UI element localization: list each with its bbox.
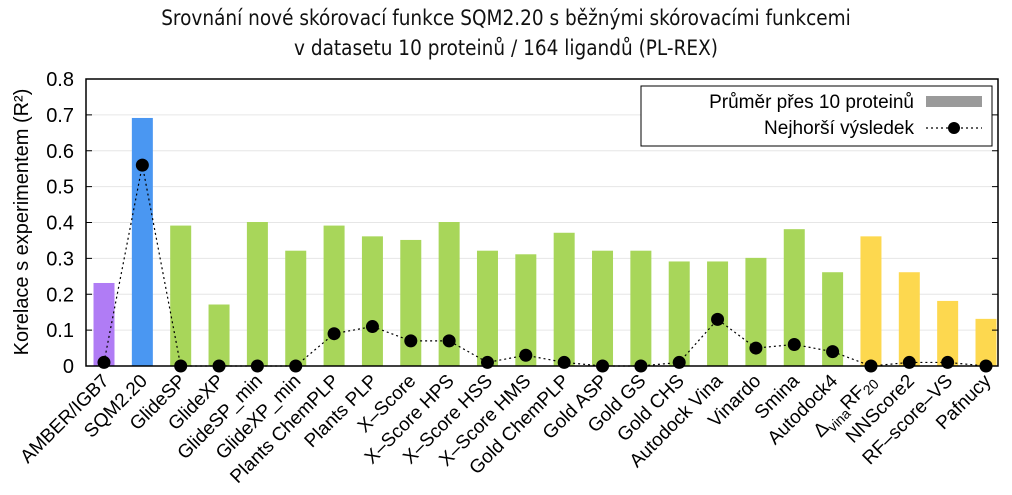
bar bbox=[860, 236, 882, 367]
bar bbox=[208, 304, 230, 367]
y-axis-ticks: 0 0.1 0.2 0.3 0.4 0.5 0.6 0.7 0.8 bbox=[46, 69, 998, 378]
y-axis-label: Korelace s experimentem (R²) bbox=[11, 89, 33, 356]
x-axis-labels: AMBER/IGB7SQM2.20GlideSPGlideXPGlideSP_m… bbox=[17, 370, 996, 488]
worst-result-marker bbox=[711, 312, 725, 326]
worst-result-marker bbox=[480, 355, 494, 369]
legend-line-label: Nejhorší výsledek bbox=[764, 118, 914, 139]
worst-result-marker bbox=[442, 334, 456, 348]
worst-result-marker bbox=[135, 158, 149, 172]
bar bbox=[898, 272, 920, 367]
worst-result-marker bbox=[365, 320, 379, 334]
bar bbox=[592, 250, 614, 367]
bar bbox=[246, 222, 268, 367]
bar bbox=[285, 250, 307, 367]
bar bbox=[93, 282, 115, 367]
y-tick-label: 0.5 bbox=[46, 177, 74, 199]
bar bbox=[476, 250, 498, 367]
worst-result-marker bbox=[557, 355, 571, 369]
worst-result-series bbox=[97, 158, 993, 373]
worst-result-marker bbox=[902, 355, 916, 369]
y-tick-label: 0.2 bbox=[46, 284, 74, 306]
y-tick-label: 0.1 bbox=[46, 320, 74, 342]
bar bbox=[323, 225, 345, 367]
y-tick-label: 0.3 bbox=[46, 248, 74, 270]
y-tick-label: 0.4 bbox=[46, 213, 74, 235]
worst-result-marker bbox=[787, 337, 801, 351]
worst-result-marker bbox=[749, 341, 763, 355]
worst-result-marker bbox=[404, 334, 418, 348]
chart-title-line-1: Srovnání nové skórovací funkce SQM2.20 s… bbox=[161, 6, 851, 30]
y-tick-label: 0.7 bbox=[46, 105, 74, 127]
bar bbox=[361, 236, 383, 367]
bar bbox=[975, 318, 997, 367]
worst-result-marker bbox=[826, 345, 840, 359]
bar bbox=[170, 225, 192, 367]
legend-bar-label: Průměr přes 10 proteinů bbox=[709, 92, 914, 113]
bar bbox=[668, 261, 690, 367]
y-tick-label: 0 bbox=[63, 356, 74, 378]
worst-result-marker bbox=[519, 348, 533, 362]
y-tick-label: 0.6 bbox=[46, 141, 74, 163]
bar bbox=[553, 232, 575, 367]
worst-result-marker bbox=[327, 327, 341, 341]
bar bbox=[131, 117, 153, 367]
bar bbox=[630, 250, 652, 367]
worst-result-marker bbox=[97, 355, 111, 369]
chart-title-line-2: v datasetu 10 proteinů / 164 ligandů (PL… bbox=[294, 36, 718, 60]
worst-result-marker bbox=[672, 355, 686, 369]
y-tick-label: 0.8 bbox=[46, 69, 74, 91]
legend-bar-swatch bbox=[926, 96, 982, 107]
bar-series bbox=[93, 117, 997, 367]
worst-result-marker bbox=[941, 355, 955, 369]
legend: Průměr přes 10 proteinů Nejhorší výslede… bbox=[640, 85, 993, 147]
legend-marker-icon bbox=[948, 122, 960, 134]
